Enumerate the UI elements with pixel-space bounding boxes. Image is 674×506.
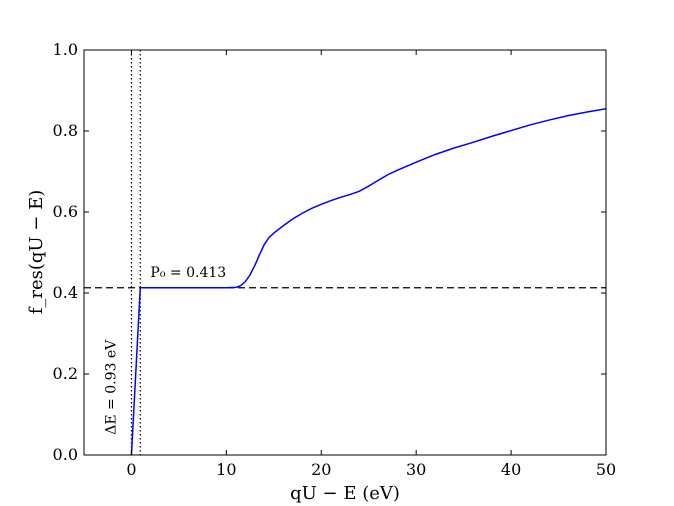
x-tick-label: 10	[216, 460, 236, 479]
y-tick-label: 0.4	[53, 283, 78, 302]
series-layer	[130, 107, 607, 456]
plot-frame	[83, 49, 607, 456]
y-tick-label: 0.8	[53, 121, 78, 140]
y-tick-label: 0.6	[53, 202, 78, 221]
x-tick-label: 40	[501, 460, 521, 479]
y-tick-label: 0.0	[53, 445, 78, 464]
annotations: P₀ = 0.413 ΔE = 0.93 eV	[103, 265, 226, 435]
x-tick-label: 0	[126, 460, 136, 479]
x-tick-label: 30	[406, 460, 426, 479]
annotation-0: P₀ = 0.413	[150, 265, 226, 281]
x-axis-ticks: 0 10 20 30 40 50	[126, 50, 616, 479]
annotation-1: ΔE = 0.93 eV	[103, 339, 119, 435]
series-line-0	[130, 107, 607, 456]
x-tick-label: 20	[311, 460, 331, 479]
y-axis-label: f_res(qU − E)	[26, 190, 47, 315]
x-tick-label: 50	[596, 460, 616, 479]
reference-lines	[84, 50, 606, 455]
y-tick-label: 1.0	[53, 40, 78, 59]
y-tick-label: 0.2	[53, 364, 78, 383]
x-axis-label: qU − E (eV)	[290, 483, 400, 504]
plot-background	[84, 50, 606, 455]
